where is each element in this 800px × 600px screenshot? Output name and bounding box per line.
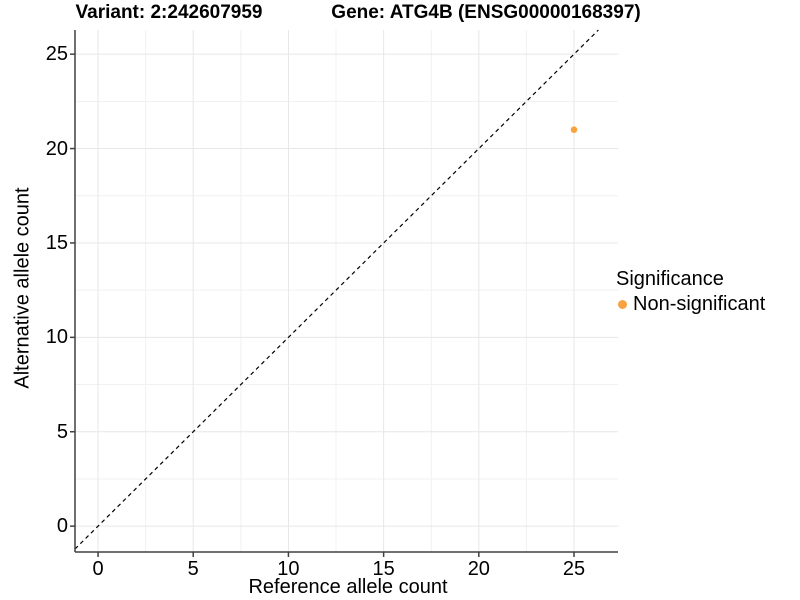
y-tick-label: 5 (56, 420, 68, 443)
y-tick-label: 15 (45, 231, 68, 254)
plot-title-gene: Gene: ATG4B (ENSG00000168397) (331, 2, 641, 23)
y-axis-title: Alternative allele count (11, 187, 34, 389)
x-tick-label: 5 (187, 558, 199, 580)
x-tick-label: 15 (372, 558, 395, 580)
legend: Significance Non-significant (616, 268, 765, 315)
identity-reference-line (74, 29, 599, 550)
legend-item-label: Non-significant (633, 293, 766, 315)
legend-point-swatch-icon (618, 299, 627, 309)
legend-item: Non-significant (616, 293, 765, 315)
data-point (570, 126, 578, 133)
x-tick-label: 20 (467, 558, 490, 580)
x-tick-label: 0 (92, 558, 104, 580)
legend-title: Significance (616, 268, 724, 290)
y-tick-label: 25 (45, 43, 68, 66)
x-tick-label: 25 (562, 558, 586, 580)
y-tick-label: 20 (45, 137, 68, 160)
y-tick-label: 10 (45, 326, 68, 349)
x-tick-label: 10 (277, 558, 300, 580)
x-axis-title: Reference allele count (248, 576, 448, 598)
y-tick-label: 0 (56, 515, 68, 538)
plot-title-variant: Variant: 2:242607959 (75, 2, 263, 23)
